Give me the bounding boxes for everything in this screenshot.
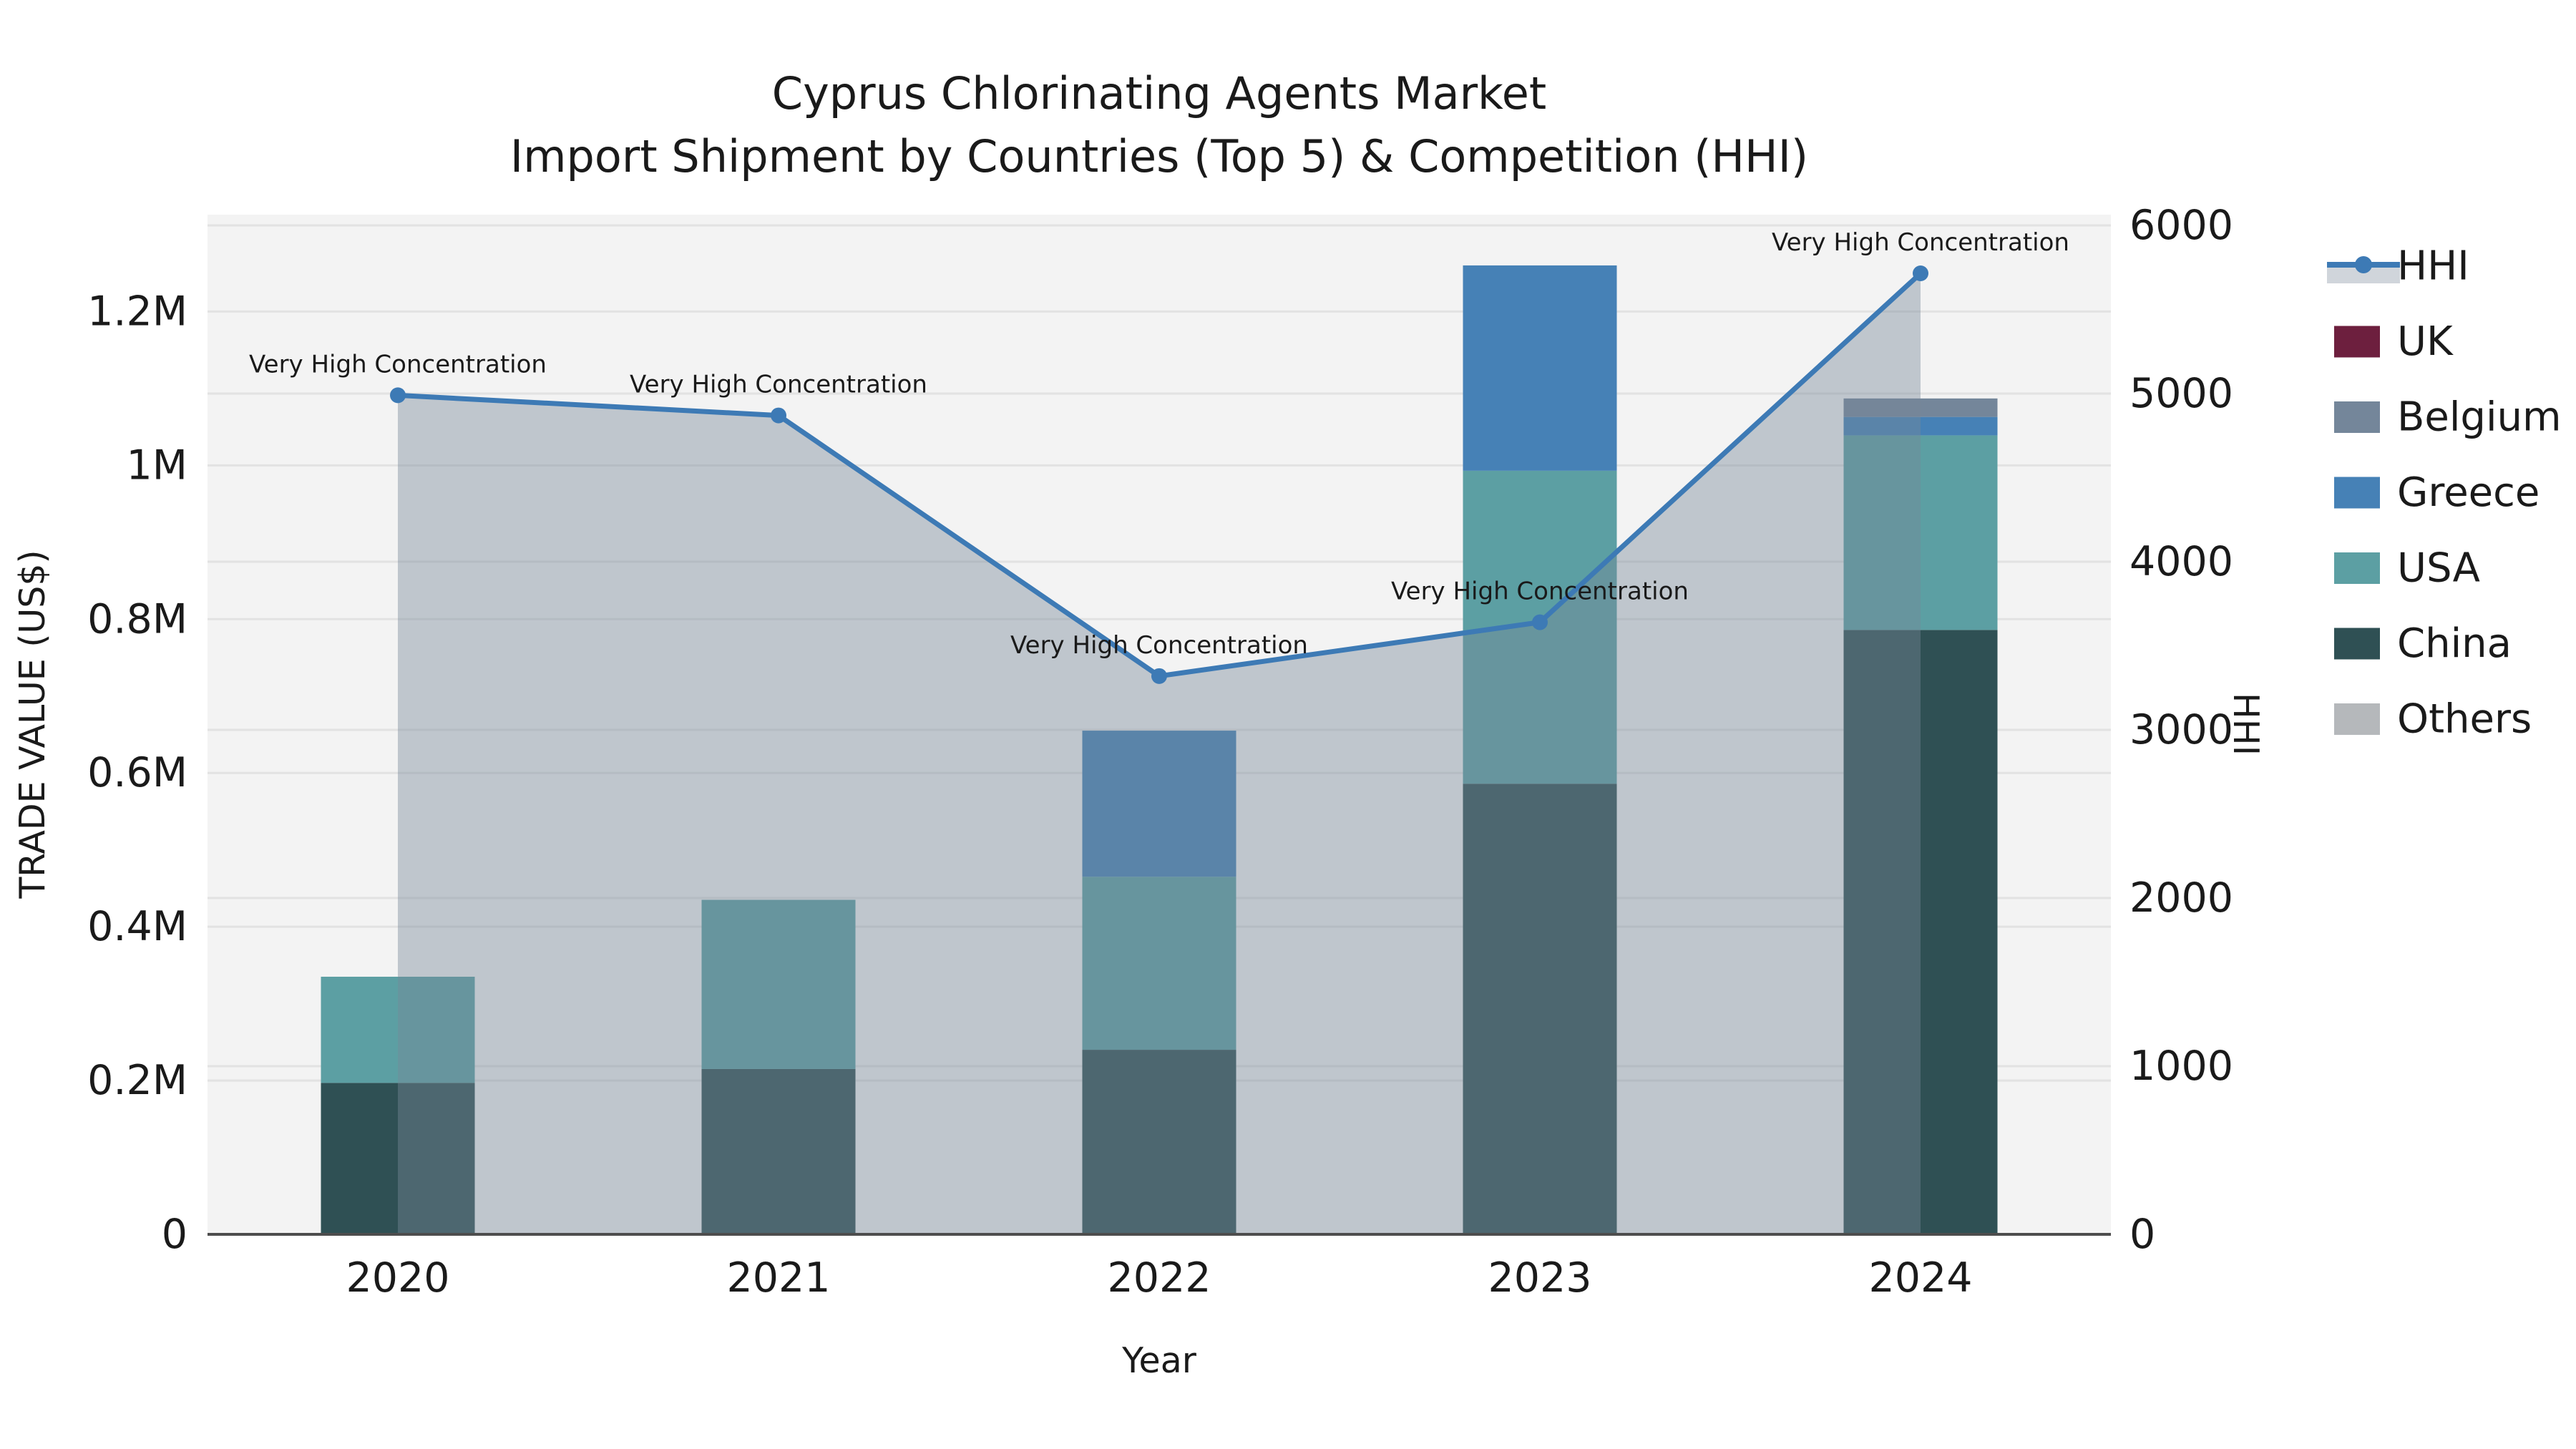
bar-segment-china-2021 xyxy=(701,1068,856,1234)
legend-swatch-china xyxy=(2334,628,2380,660)
y-left-tick-0.2M: 0.2M xyxy=(87,1057,187,1104)
legend-swatch-belgium xyxy=(2334,401,2380,433)
y-left-tick-0: 0 xyxy=(162,1211,187,1258)
y-right-tick-1000: 1000 xyxy=(2129,1043,2233,1090)
hhi-area xyxy=(398,273,1921,1234)
bar-segment-china-2023 xyxy=(1463,784,1617,1234)
y-left-tick-0.4M: 0.4M xyxy=(87,903,187,950)
y-right-axis-label: HHI xyxy=(2225,693,2266,756)
legend-item-hhi: HHI xyxy=(2327,243,2469,290)
x-tick-2022: 2022 xyxy=(1107,1254,1211,1302)
chart-title-line1: Cyprus Chlorinating Agents Market xyxy=(772,67,1546,119)
bar-segment-china-2020 xyxy=(321,1083,475,1234)
legend-item-uk: UK xyxy=(2334,318,2454,365)
bar-segment-usa-2020 xyxy=(321,976,475,1083)
bar-segment-china-2022 xyxy=(1082,1050,1236,1234)
legend-label-belgium: Belgium xyxy=(2397,394,2562,441)
y-right-tick-5000: 5000 xyxy=(2129,370,2233,417)
legend-label-uk: UK xyxy=(2397,318,2454,365)
legend-label-china: China xyxy=(2397,620,2512,667)
legend-label-hhi: HHI xyxy=(2397,243,2469,290)
annotation-2024: Very High Concentration xyxy=(1772,228,2069,257)
y-left-tick-0.6M: 0.6M xyxy=(87,749,187,796)
bar-segment-usa-2024 xyxy=(1843,435,1998,630)
legend-item-china: China xyxy=(2334,620,2512,667)
chart-generated-layer: Very High Concentration Very High Concent… xyxy=(87,202,2561,1302)
hhi-marker-2020 xyxy=(390,387,406,404)
legend-swatch-uk xyxy=(2334,326,2380,358)
y-right-tick-3000: 3000 xyxy=(2129,706,2233,753)
bar-segment-belgium-2024 xyxy=(1843,398,1998,417)
y-right-tick-2000: 2000 xyxy=(2129,874,2233,922)
y-left-tick-1M: 1M xyxy=(127,441,187,489)
annotation-2023: Very High Concentration xyxy=(1391,577,1689,606)
hhi-marker-2024 xyxy=(1913,265,1928,282)
bar-segment-usa-2022 xyxy=(1082,877,1236,1050)
annotation-2022: Very High Concentration xyxy=(1010,631,1308,660)
legend-label-greece: Greece xyxy=(2397,469,2540,516)
bar-segment-china-2024 xyxy=(1843,630,1998,1234)
annotation-2021: Very High Concentration xyxy=(630,371,927,399)
legend-swatch-usa xyxy=(2334,552,2380,584)
chart-title-line2: Import Shipment by Countries (Top 5) & C… xyxy=(510,130,1808,182)
y-right-tick-6000: 6000 xyxy=(2129,202,2233,249)
x-tick-2024: 2024 xyxy=(1868,1254,1972,1302)
legend-item-others: Others xyxy=(2334,696,2532,743)
x-tick-2023: 2023 xyxy=(1488,1254,1591,1302)
x-axis-label: Year xyxy=(1121,1340,1197,1381)
bar-segment-greece-2023 xyxy=(1463,265,1617,471)
legend-hhi-marker xyxy=(2355,256,2372,273)
legend-label-usa: USA xyxy=(2397,545,2480,592)
y-left-tick-1.2M: 1.2M xyxy=(87,288,187,335)
y-left-axis-label: TRADE VALUE (US$) xyxy=(12,550,53,899)
legend-item-usa: USA xyxy=(2334,545,2480,592)
x-tick-2021: 2021 xyxy=(726,1254,830,1302)
legend-swatch-others xyxy=(2334,703,2380,735)
annotation-2020: Very High Concentration xyxy=(249,350,547,379)
hhi-marker-2022 xyxy=(1151,668,1167,684)
bar-segment-greece-2022 xyxy=(1082,731,1236,877)
legend-swatch-greece xyxy=(2334,477,2380,509)
y-right-tick-0: 0 xyxy=(2129,1211,2155,1258)
y-left-tick-0.8M: 0.8M xyxy=(87,595,187,643)
bar-segment-greece-2024 xyxy=(1843,416,1998,436)
bar-segment-usa-2021 xyxy=(701,899,856,1069)
hhi-marker-2021 xyxy=(771,407,786,424)
legend-label-others: Others xyxy=(2397,696,2532,743)
x-tick-2020: 2020 xyxy=(346,1254,449,1302)
legend-item-greece: Greece xyxy=(2334,469,2540,516)
hhi-marker-2023 xyxy=(1532,614,1548,630)
y-right-tick-4000: 4000 xyxy=(2129,538,2233,585)
legend-item-belgium: Belgium xyxy=(2334,394,2562,441)
